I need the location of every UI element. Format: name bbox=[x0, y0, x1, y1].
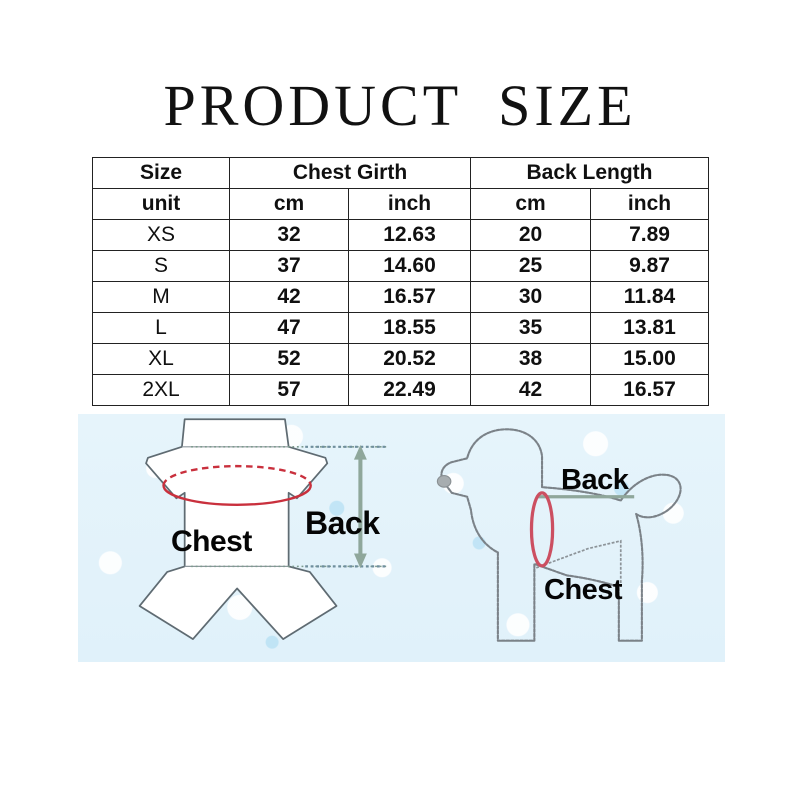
cell-back-cm: 42 bbox=[470, 374, 591, 406]
cell-chest-inch: 22.49 bbox=[348, 374, 471, 406]
dog-chest-girth-loop bbox=[529, 491, 555, 568]
table-unit-header-row: unit cm inch cm inch bbox=[92, 188, 709, 220]
garment-chest-label: Chest bbox=[171, 525, 252, 558]
dog-haunch-line bbox=[535, 539, 622, 587]
cell-chest-inch: 16.57 bbox=[348, 281, 471, 313]
dog-nose-icon bbox=[436, 475, 452, 488]
cell-chest-cm: 32 bbox=[229, 219, 349, 251]
header-chest-girth: Chest Girth bbox=[229, 157, 471, 189]
table-row: L 47 18.55 35 13.81 bbox=[92, 312, 709, 344]
garment-back-label: Back bbox=[305, 505, 380, 541]
cell-back-cm: 25 bbox=[470, 250, 591, 282]
cell-chest-inch: 14.60 bbox=[348, 250, 471, 282]
garment-diagram bbox=[138, 418, 389, 640]
header-back-length: Back Length bbox=[470, 157, 709, 189]
table-row: 2XL 57 22.49 42 16.57 bbox=[92, 374, 709, 406]
cell-size: XS bbox=[92, 219, 230, 251]
dog-back-label: Back bbox=[561, 464, 629, 496]
cell-size: M bbox=[92, 281, 230, 313]
chest-girth-ellipse-front bbox=[162, 485, 312, 506]
page-title: PRODUCT SIZE bbox=[163, 73, 637, 138]
chest-girth-ellipse-back bbox=[162, 464, 312, 486]
cell-back-inch: 15.00 bbox=[590, 343, 709, 375]
header-unit: unit bbox=[92, 188, 230, 220]
header-back-inch: inch bbox=[590, 188, 709, 220]
table-group-header-row: Size Chest Girth Back Length bbox=[92, 157, 709, 189]
cell-size: XL bbox=[92, 343, 230, 375]
table-row: XL 52 20.52 38 15.00 bbox=[92, 343, 709, 375]
cell-back-inch: 9.87 bbox=[590, 250, 709, 282]
header-size: Size bbox=[92, 157, 230, 189]
cell-chest-cm: 37 bbox=[229, 250, 349, 282]
cell-back-cm: 20 bbox=[470, 219, 591, 251]
table-row: M 42 16.57 30 11.84 bbox=[92, 281, 709, 313]
header-chest-inch: inch bbox=[348, 188, 471, 220]
cell-chest-cm: 57 bbox=[229, 374, 349, 406]
cell-size: S bbox=[92, 250, 230, 282]
header-back-cm: cm bbox=[470, 188, 591, 220]
cell-chest-inch: 20.52 bbox=[348, 343, 471, 375]
cell-back-inch: 13.81 bbox=[590, 312, 709, 344]
header-chest-cm: cm bbox=[229, 188, 349, 220]
cell-back-cm: 30 bbox=[470, 281, 591, 313]
dog-outline-icon bbox=[440, 428, 682, 642]
cell-chest-cm: 47 bbox=[229, 312, 349, 344]
cell-back-cm: 38 bbox=[470, 343, 591, 375]
cell-chest-cm: 42 bbox=[229, 281, 349, 313]
cell-back-inch: 7.89 bbox=[590, 219, 709, 251]
illustration-drawing bbox=[138, 418, 682, 642]
garment-outline-icon bbox=[138, 418, 338, 640]
table-row: S 37 14.60 25 9.87 bbox=[92, 250, 709, 282]
dog-chest-label: Chest bbox=[544, 574, 623, 606]
cell-chest-inch: 12.63 bbox=[348, 219, 471, 251]
back-length-arrow-icon bbox=[353, 444, 367, 569]
measurement-illustration-panel: Chest Back Back Chest bbox=[78, 414, 725, 662]
cell-back-inch: 16.57 bbox=[590, 374, 709, 406]
size-table: Size Chest Girth Back Length unit cm inc… bbox=[92, 157, 709, 406]
cell-chest-cm: 52 bbox=[229, 343, 349, 375]
cell-back-inch: 11.84 bbox=[590, 281, 709, 313]
dog-diagram bbox=[436, 428, 682, 642]
cell-size: L bbox=[92, 312, 230, 344]
cell-back-cm: 35 bbox=[470, 312, 591, 344]
table-row: XS 32 12.63 20 7.89 bbox=[92, 219, 709, 251]
cell-chest-inch: 18.55 bbox=[348, 312, 471, 344]
cell-size: 2XL bbox=[92, 374, 230, 406]
